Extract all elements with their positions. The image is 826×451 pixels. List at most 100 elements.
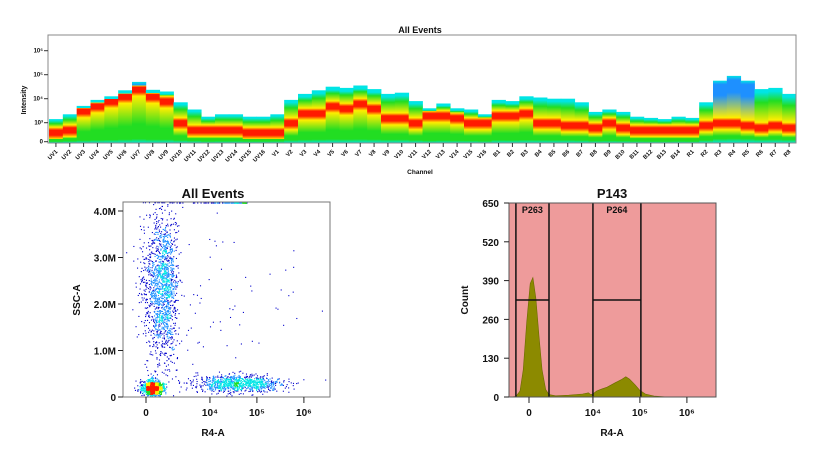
scatter-point <box>166 252 168 254</box>
scatter-point <box>163 338 166 340</box>
scatter-point <box>185 382 188 384</box>
scatter-point <box>178 253 180 255</box>
scatter-point <box>170 248 172 250</box>
scatter-point <box>212 376 215 378</box>
scatter-point <box>292 382 295 384</box>
scatter-point <box>164 245 166 247</box>
scatter-point <box>160 269 162 271</box>
scatter-point <box>170 240 172 242</box>
scatter-point <box>256 387 258 390</box>
scatter-point <box>226 383 228 386</box>
scatter-point <box>160 232 162 235</box>
scatter-point <box>261 383 263 385</box>
scatter-point <box>222 385 224 387</box>
scatter-point <box>162 316 164 318</box>
scatter-point <box>172 271 175 273</box>
scatter-point <box>158 385 160 387</box>
scatter-point <box>250 379 252 381</box>
scatter-point <box>244 381 246 383</box>
scatter-point <box>187 349 189 351</box>
scatter-point <box>147 374 149 376</box>
scatter-point <box>151 295 153 297</box>
scatter-point <box>141 280 143 282</box>
scatter-point <box>173 264 175 266</box>
scatter-point <box>156 374 159 376</box>
scatter-point <box>169 295 171 298</box>
scatter-point <box>156 295 158 297</box>
scatter-point <box>279 384 281 386</box>
scatter-point <box>213 382 216 384</box>
scatter-point <box>146 386 148 388</box>
scatter-point <box>148 392 150 395</box>
scatter-point <box>161 286 164 288</box>
scatter-point <box>162 346 164 348</box>
scatter-point <box>155 276 157 278</box>
scatter-point <box>233 384 235 386</box>
scatter-point <box>155 395 157 397</box>
scatter-point <box>150 256 152 258</box>
scatter-point <box>266 378 268 380</box>
scatter-point <box>196 378 198 380</box>
scatter-point <box>229 392 231 394</box>
scatter-point <box>156 273 158 275</box>
scatter-point <box>245 381 247 383</box>
scatter-point <box>158 313 161 315</box>
scatter-point <box>139 392 142 394</box>
scatter-point <box>219 383 221 385</box>
scatter-point <box>159 336 161 338</box>
scatter-point <box>227 376 229 378</box>
scatter-point <box>235 376 237 378</box>
scatter-point <box>256 381 258 383</box>
channel-label: V6 <box>341 149 351 159</box>
scatter-point <box>215 382 217 384</box>
scatter-point <box>157 347 159 349</box>
scatter-point <box>158 264 160 267</box>
scatter-point <box>164 235 166 238</box>
scatter-point <box>214 381 216 383</box>
scatter-point <box>163 390 165 392</box>
scatter-point <box>176 238 178 240</box>
heatmap-column-v16 <box>477 114 493 143</box>
gate-p263[interactable]: P263 <box>515 203 550 397</box>
scatter-point <box>236 202 238 204</box>
scatter-point <box>269 383 271 385</box>
scatter-point <box>248 381 250 383</box>
scatter-point <box>164 246 166 248</box>
scatter-point <box>167 240 169 242</box>
scatter-point <box>153 320 155 322</box>
heatmap-column-uv4 <box>90 99 105 143</box>
scatter-point <box>164 284 166 286</box>
scatter-point <box>171 293 173 295</box>
scatter-point <box>164 240 166 242</box>
channel-label: V10 <box>394 149 406 161</box>
scatter-point <box>222 381 224 383</box>
scatter-point <box>151 251 153 253</box>
scatter-point <box>205 384 207 386</box>
scatter-point <box>142 277 144 279</box>
scatter-point <box>166 307 168 309</box>
scatter-point <box>217 383 219 385</box>
scatter-point <box>303 379 305 381</box>
scatter-point <box>143 388 145 390</box>
scatter-point <box>164 272 166 275</box>
scatter-point <box>166 260 169 262</box>
scatter-point <box>161 219 164 221</box>
scatter-point <box>176 276 178 278</box>
scatter-point <box>158 250 160 253</box>
heatmap-column-b3 <box>519 96 534 143</box>
scatter-point <box>171 292 173 294</box>
scatter-point <box>150 395 152 397</box>
scatter-point <box>146 389 148 391</box>
heatmap-y-tick-label: 10⁵ <box>34 73 44 79</box>
scatter-point <box>219 202 221 204</box>
scatter-point <box>163 383 165 385</box>
scatter-point <box>155 346 157 348</box>
scatter-point <box>165 250 168 252</box>
scatter-point <box>232 377 234 379</box>
scatter-point <box>173 229 175 231</box>
gate-p264[interactable]: P264 <box>592 203 642 397</box>
scatter-point <box>178 380 180 382</box>
scatter-point <box>263 378 265 381</box>
scatter-point <box>213 383 215 385</box>
scatter-point <box>260 390 262 393</box>
